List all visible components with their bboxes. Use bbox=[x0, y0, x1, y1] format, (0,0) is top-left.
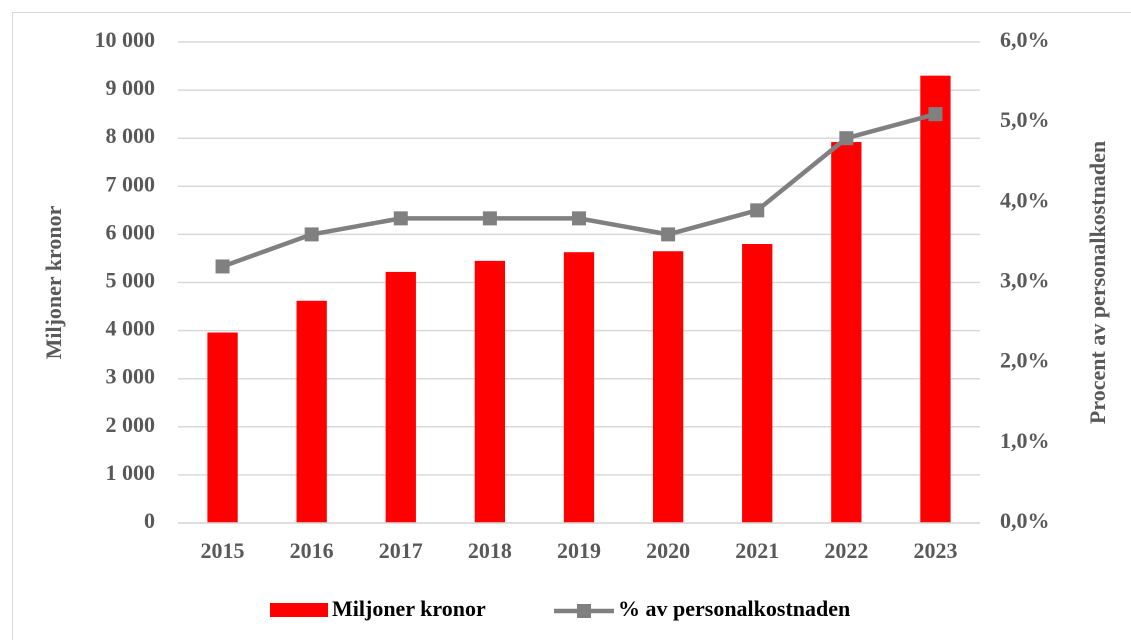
bar bbox=[385, 271, 416, 523]
line-marker bbox=[839, 131, 854, 146]
x-tick-label: 2017 bbox=[379, 538, 423, 563]
x-tick-label: 2023 bbox=[913, 538, 957, 563]
y2-tick-label: 3,0% bbox=[1000, 268, 1050, 293]
line-marker bbox=[750, 203, 765, 218]
y-tick-label: 8 000 bbox=[106, 123, 156, 148]
x-tick-label: 2019 bbox=[557, 538, 601, 563]
y-tick-label: 9 000 bbox=[106, 75, 156, 100]
legend-marker bbox=[577, 604, 591, 618]
y-tick-label: 2 000 bbox=[106, 412, 156, 437]
line-marker bbox=[304, 227, 319, 242]
y-tick-label: 6 000 bbox=[106, 219, 156, 244]
y-tick-label: 4 000 bbox=[106, 316, 156, 341]
y-axis-label: Miljoner kronor bbox=[41, 205, 66, 359]
x-tick-label: 2016 bbox=[290, 538, 334, 563]
bar bbox=[207, 332, 238, 523]
x-tick-label: 2022 bbox=[824, 538, 868, 563]
bar bbox=[563, 252, 595, 523]
legend-label: Miljoner kronor bbox=[332, 596, 486, 621]
y-tick-label: 10 000 bbox=[95, 27, 156, 52]
line bbox=[221, 111, 937, 269]
chart-frame bbox=[12, 12, 1131, 640]
bar bbox=[742, 244, 773, 523]
bar bbox=[831, 142, 862, 523]
line-marker bbox=[482, 211, 497, 226]
x-tick-label: 2015 bbox=[201, 538, 245, 563]
x-tick-label: 2021 bbox=[735, 538, 779, 563]
bar bbox=[920, 75, 951, 524]
y-tick-label: 0 bbox=[144, 508, 155, 533]
legend-label: % av personalkostnaden bbox=[618, 596, 850, 621]
line-marker bbox=[928, 107, 943, 122]
y2-tick-label: 1,0% bbox=[1000, 428, 1050, 453]
line-marker bbox=[661, 227, 676, 242]
y2-tick-label: 2,0% bbox=[1000, 348, 1050, 373]
bar bbox=[474, 260, 506, 523]
legend-swatch bbox=[270, 603, 328, 617]
y-tick-label: 5 000 bbox=[106, 268, 156, 293]
bar bbox=[652, 251, 684, 524]
line-marker bbox=[215, 259, 230, 274]
y2-axis-label: Procent av personalkostnaden bbox=[1085, 141, 1110, 424]
y2-tick-label: 5,0% bbox=[1000, 107, 1050, 132]
x-tick-label: 2018 bbox=[468, 538, 512, 563]
line-marker bbox=[572, 211, 586, 226]
y-tick-label: 7 000 bbox=[106, 171, 156, 196]
x-tick-label: 2020 bbox=[646, 538, 690, 563]
bar bbox=[296, 300, 327, 523]
y2-tick-label: 6,0% bbox=[1000, 27, 1050, 52]
y-tick-label: 3 000 bbox=[106, 364, 156, 389]
y2-tick-label: 4,0% bbox=[1000, 187, 1050, 212]
y2-tick-label: 0,0% bbox=[1000, 508, 1050, 533]
y-tick-label: 1 000 bbox=[106, 460, 156, 485]
line-marker bbox=[393, 211, 408, 226]
